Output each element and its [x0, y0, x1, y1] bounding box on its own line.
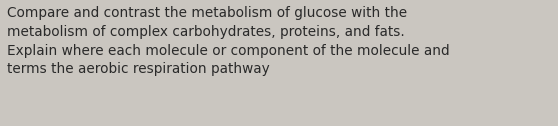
Text: Compare and contrast the metabolism of glucose with the
metabolism of complex ca: Compare and contrast the metabolism of g…	[7, 6, 450, 76]
